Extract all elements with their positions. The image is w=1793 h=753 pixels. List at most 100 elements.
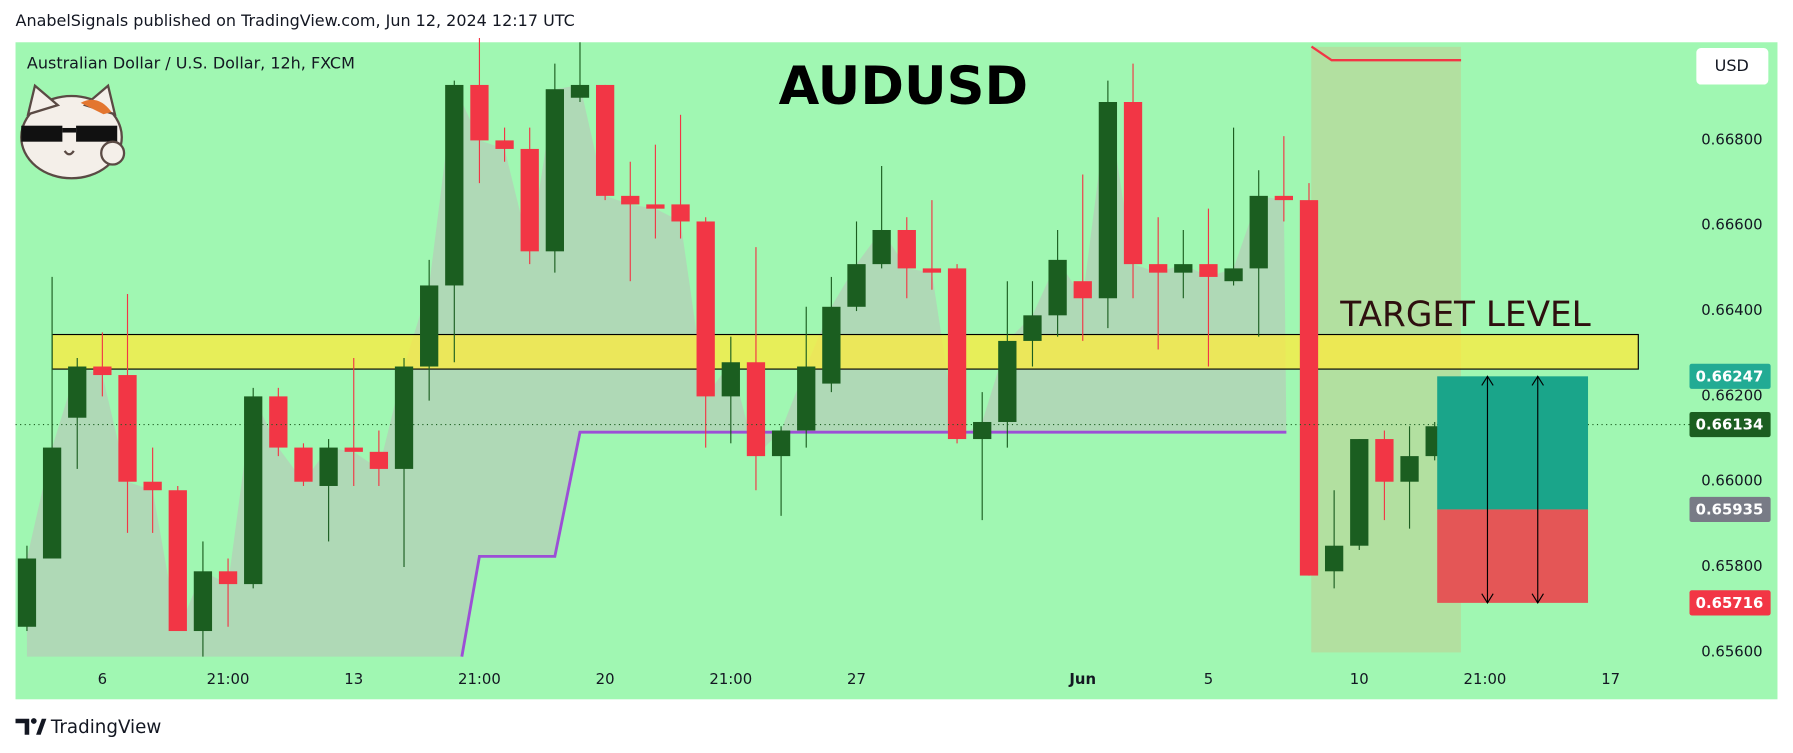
- candle-body: [495, 140, 514, 149]
- candle-body: [319, 447, 338, 486]
- candle-body: [420, 285, 439, 367]
- y-tick-label: 0.66200: [1701, 386, 1762, 404]
- candle-body: [294, 447, 313, 482]
- candle-body: [1149, 264, 1168, 273]
- x-tick-label: 21:00: [1464, 670, 1507, 688]
- resistance-line: [1310, 45, 1462, 62]
- y-tick-label: 0.66400: [1701, 301, 1762, 319]
- candle-body: [998, 340, 1017, 422]
- currency-button[interactable]: [1696, 47, 1769, 85]
- candle-body: [369, 451, 389, 469]
- candle-body: [17, 558, 37, 627]
- price-label: 0.66247: [1696, 367, 1764, 385]
- x-tick-label: 20: [596, 670, 615, 688]
- x-tick-label: Jun: [1068, 670, 1096, 688]
- candle-body: [244, 396, 263, 585]
- candle-body: [1375, 439, 1394, 482]
- y-tick-label: 0.65800: [1701, 557, 1762, 575]
- currency-label: USD: [1715, 56, 1749, 75]
- candle-body: [696, 221, 715, 397]
- price-label-box: [1689, 496, 1771, 523]
- candle-body: [1249, 195, 1268, 269]
- x-tick-label: 17: [1601, 670, 1620, 688]
- x-tick-label: 13: [344, 670, 363, 688]
- candle-body: [1199, 264, 1218, 277]
- chart-title: AUDUSD: [779, 56, 1028, 117]
- y-tick-label: 0.66800: [1701, 130, 1762, 148]
- candle-body: [168, 490, 187, 632]
- brand-logo: [15, 718, 47, 735]
- candle-body: [42, 447, 62, 559]
- x-tick-label: 27: [847, 670, 866, 688]
- candle-body: [922, 268, 942, 273]
- candle-body: [1299, 200, 1319, 576]
- arrow-head: [1481, 375, 1494, 604]
- candle-body: [470, 84, 489, 141]
- y-tick-label: 0.66000: [1701, 472, 1762, 490]
- candle-body: [118, 375, 137, 482]
- symbol-info: Australian Dollar / U.S. Dollar, 12h, FX…: [27, 53, 355, 72]
- x-tick-label: 6: [98, 670, 107, 688]
- candle-body: [973, 421, 992, 440]
- support-line: [460, 430, 1287, 657]
- candle-body: [520, 148, 539, 252]
- x-tick-label: 21:00: [207, 670, 250, 688]
- candle-body: [1023, 315, 1042, 341]
- candle-body: [947, 268, 967, 440]
- candle-body: [1174, 264, 1193, 273]
- header: AnabelSignals published on TradingView.c…: [16, 11, 575, 30]
- arrow-head: [1531, 375, 1544, 604]
- candle-body: [344, 447, 363, 452]
- price-label: 0.66134: [1696, 416, 1764, 434]
- x-tick-label: 21:00: [709, 670, 752, 688]
- candle-body: [1324, 545, 1344, 572]
- candle-body: [1098, 102, 1118, 299]
- y-tick-label: 0.65600: [1701, 642, 1762, 660]
- x-tick-label: 5: [1204, 670, 1213, 688]
- price-label-box: [1689, 590, 1771, 616]
- candle-body: [269, 396, 288, 448]
- candle-body: [143, 481, 162, 491]
- loss-zone: [1437, 509, 1589, 603]
- candle-body: [797, 366, 816, 431]
- target-label: TARGET LEVEL: [1339, 295, 1590, 335]
- candle-body: [394, 366, 414, 469]
- candle-body: [1274, 195, 1293, 201]
- x-tick-label: 10: [1350, 670, 1369, 688]
- candle-body: [545, 89, 564, 252]
- area-fill: [26, 84, 1287, 657]
- profit-zone: [1437, 376, 1589, 510]
- candle-body: [1350, 439, 1369, 546]
- candle-body: [847, 264, 866, 307]
- candle-body: [1048, 259, 1067, 316]
- candle-body: [595, 84, 615, 196]
- candle-body: [721, 362, 740, 397]
- y-tick-label: 0.66600: [1701, 216, 1762, 234]
- target-zone: [51, 333, 1639, 370]
- candle-body: [1400, 456, 1419, 482]
- price-label: 0.65935: [1696, 501, 1764, 519]
- brand-name: TradingView: [50, 717, 161, 738]
- candle-body: [218, 571, 238, 585]
- candle-body: [822, 306, 841, 384]
- candle-body: [872, 229, 891, 265]
- candle-body: [1123, 102, 1143, 265]
- candle-body: [68, 366, 87, 418]
- candle-body: [771, 430, 791, 457]
- candle-body: [93, 366, 112, 376]
- price-label-box: [1689, 411, 1771, 438]
- candle-body: [1224, 268, 1243, 282]
- price-label-box: [1689, 363, 1771, 389]
- candle-body: [1073, 281, 1092, 299]
- price-label: 0.65716: [1696, 594, 1764, 612]
- candle-body: [445, 84, 464, 286]
- x-tick-label: 21:00: [458, 670, 501, 688]
- candle-body: [646, 204, 665, 209]
- candle-body: [621, 195, 640, 205]
- candle-body: [897, 229, 916, 269]
- candle-body: [746, 362, 766, 457]
- candle-body: [671, 204, 690, 222]
- candle-body: [193, 571, 213, 632]
